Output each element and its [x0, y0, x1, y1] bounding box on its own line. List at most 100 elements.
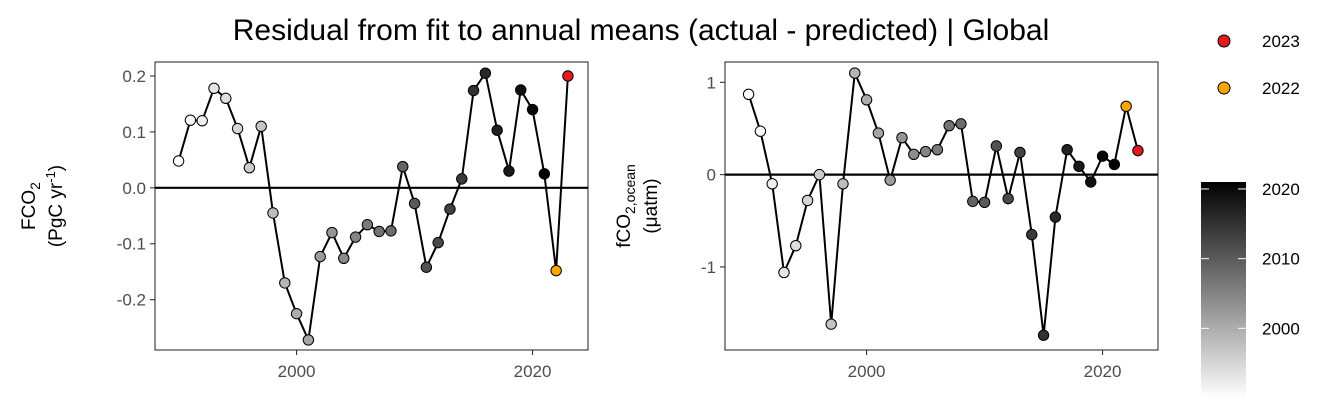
data-point — [538, 168, 551, 180]
data-point — [1096, 150, 1109, 162]
colorbar-label: 2010 — [1262, 250, 1300, 269]
data-point — [338, 252, 350, 264]
data-point — [1002, 192, 1014, 205]
data-point — [503, 165, 515, 177]
data-point — [825, 318, 837, 330]
data-point — [967, 195, 979, 208]
legend-label: 2022 — [1262, 79, 1300, 98]
data-point — [432, 236, 444, 249]
data-point — [896, 131, 908, 144]
data-point — [849, 67, 861, 79]
data-point — [397, 160, 409, 173]
data-point — [742, 88, 755, 101]
data-point — [302, 334, 315, 346]
panel-1: 0.2 0.1 0.0 -0.1 -0.2 2000 2020 FCO2 (PgC yr-1) — [19, 61, 589, 381]
data-point — [860, 94, 873, 106]
data-point — [456, 173, 468, 185]
data-point — [349, 231, 362, 243]
data-point — [919, 145, 932, 158]
data-point — [314, 250, 326, 263]
panel-border — [724, 61, 1159, 351]
colorbar-label: 2000 — [1262, 319, 1300, 338]
data-point — [766, 178, 778, 190]
data-point — [220, 92, 232, 105]
panel-2: 1 0 -1 2000 2020 fCO2,ocean (μatm) — [614, 61, 1159, 381]
y-tick-label: -0.1 — [117, 235, 146, 254]
data-point — [908, 148, 920, 161]
data-point — [255, 120, 267, 133]
data-point — [1014, 146, 1026, 159]
data-point — [184, 114, 197, 126]
data-point — [479, 67, 492, 79]
data-point — [801, 194, 814, 207]
chart-title: Residual from fit to annual means (actua… — [233, 14, 1050, 47]
data-point — [943, 119, 955, 132]
x-tick-label: 2000 — [848, 362, 886, 381]
data-point — [790, 239, 802, 252]
data-point — [326, 226, 338, 239]
data-point — [408, 197, 421, 210]
data-point — [837, 178, 849, 190]
data-point — [955, 118, 967, 130]
data-point — [1132, 144, 1144, 157]
y-axis-label-line2: (μatm) — [641, 178, 662, 233]
data-point — [526, 103, 539, 116]
data-point — [1073, 160, 1085, 173]
data-point — [444, 203, 456, 215]
data-point — [279, 277, 291, 289]
y-tick-label: 0.0 — [122, 179, 146, 198]
y-tick-label: 1 — [707, 73, 716, 92]
data-point — [420, 261, 433, 273]
data-point — [385, 225, 397, 237]
colorbar: 2020 2010 2000 — [1201, 180, 1300, 398]
x-tick-label: 2020 — [514, 362, 552, 381]
data-point — [467, 84, 480, 97]
data-point — [1085, 176, 1097, 188]
colorbar-gradient — [1201, 182, 1246, 398]
data-point — [978, 196, 991, 209]
data-point — [990, 140, 1003, 152]
y-tick-label: 0.1 — [122, 123, 146, 142]
legend-label: 2023 — [1262, 32, 1300, 51]
data-point — [1061, 143, 1073, 156]
data-point — [196, 115, 208, 127]
data-point — [1049, 211, 1062, 223]
data-point — [373, 225, 385, 238]
y-tick-label: 0 — [707, 166, 716, 185]
data-point — [361, 219, 374, 231]
x-tick-label: 2000 — [278, 362, 316, 381]
panel-border — [154, 61, 589, 351]
y-axis-label-line1: fCO2,ocean — [614, 164, 638, 248]
data-point — [778, 266, 790, 279]
y-axis-label-line1: FCO2 — [19, 182, 43, 230]
colorbar-label: 2020 — [1262, 180, 1300, 199]
data-point — [243, 161, 256, 174]
y-tick-label: 0.2 — [122, 67, 146, 86]
data-point — [267, 207, 279, 219]
y-tick-label: -0.2 — [117, 291, 146, 310]
data-point — [172, 155, 185, 167]
data-point — [931, 143, 944, 156]
data-point — [491, 124, 503, 136]
x-tick-label: 2020 — [1084, 362, 1122, 381]
series-line — [747, 69, 1139, 336]
series-line — [177, 70, 569, 344]
data-point — [884, 174, 896, 186]
data-point — [1108, 158, 1121, 171]
data-point — [550, 264, 562, 277]
data-point — [813, 168, 826, 181]
data-point — [562, 70, 574, 82]
data-point — [754, 125, 767, 137]
legend-point — [1217, 34, 1231, 48]
legend-point — [1217, 81, 1231, 95]
data-point — [872, 127, 885, 139]
data-point — [515, 84, 527, 96]
data-point — [1120, 100, 1132, 113]
legend: 2023 2022 — [1217, 32, 1300, 98]
data-point — [290, 307, 303, 320]
data-point — [231, 122, 244, 135]
data-point — [208, 82, 220, 94]
y-tick-label: -1 — [701, 258, 716, 277]
y-axis-label-line2: (PgC yr-1) — [43, 165, 67, 247]
